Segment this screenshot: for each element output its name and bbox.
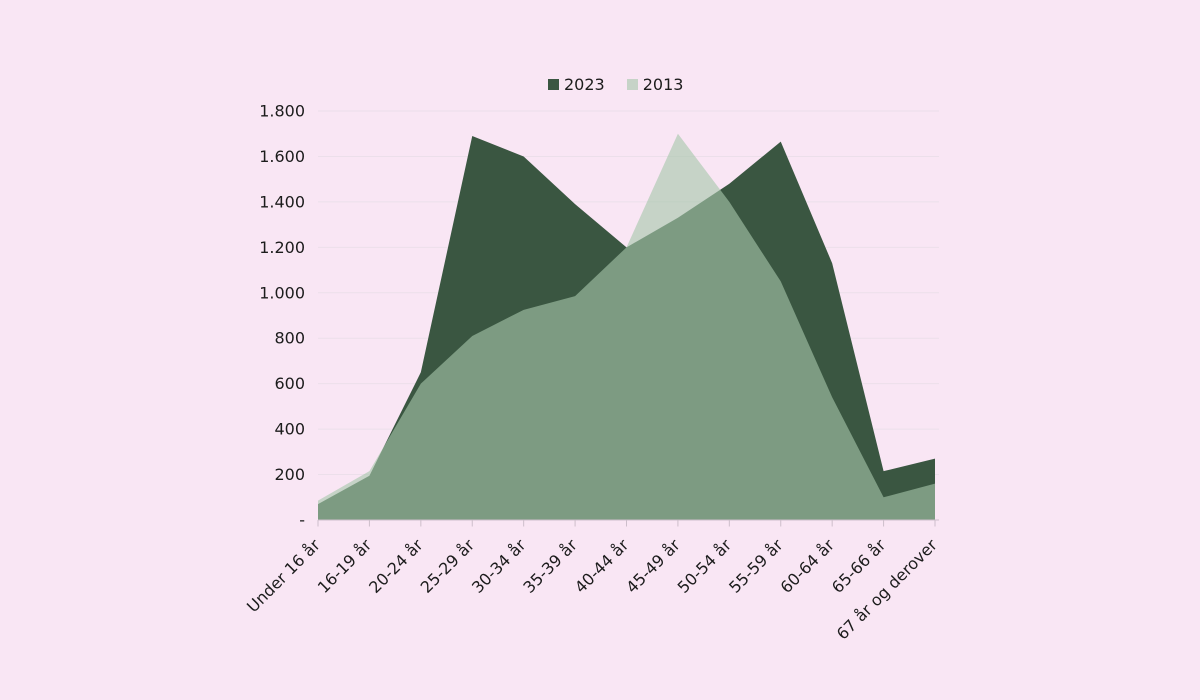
area-series-2013: [318, 133, 935, 520]
y-axis-label: -: [299, 511, 305, 530]
y-axis-label: 1.600: [259, 147, 305, 166]
chart-legend: 2023 2013: [548, 75, 683, 94]
x-axis-label: 20-24 år: [365, 535, 427, 597]
x-axis-label: 67 år og derover: [833, 535, 941, 643]
legend-label-2023: 2023: [564, 75, 605, 94]
x-axis-label: 35-39 år: [519, 535, 581, 597]
y-axis-label: 1.800: [259, 102, 305, 121]
x-axis-label: 45-49 år: [622, 535, 684, 597]
y-axis-label: 200: [274, 465, 305, 484]
legend-item-2023[interactable]: 2023: [548, 75, 605, 94]
y-axis-label: 400: [274, 420, 305, 439]
legend-item-2013[interactable]: 2013: [626, 75, 684, 94]
y-axis-label: 800: [274, 329, 305, 348]
legend-swatch-2023: [548, 79, 559, 90]
x-axis-label: 16-19 år: [314, 535, 376, 597]
y-axis-label: 1.000: [259, 283, 305, 302]
x-axis-label: 25-29 år: [417, 535, 479, 597]
legend-swatch-2013: [626, 79, 638, 90]
legend-label-2013: 2013: [642, 75, 684, 94]
x-axis-label: Under 16 år: [243, 535, 324, 616]
y-axis-label: 1.200: [259, 238, 305, 257]
x-axis-label: 30-34 år: [468, 535, 530, 597]
x-axis-label: 55-59 år: [725, 535, 787, 597]
x-axis-label: 50-54 år: [674, 535, 736, 597]
y-axis-label: 600: [274, 374, 305, 393]
x-axis-label: 60-64 år: [776, 535, 838, 597]
y-axis-label: 1.400: [259, 192, 305, 211]
x-axis-label: 40-44 år: [571, 535, 633, 597]
